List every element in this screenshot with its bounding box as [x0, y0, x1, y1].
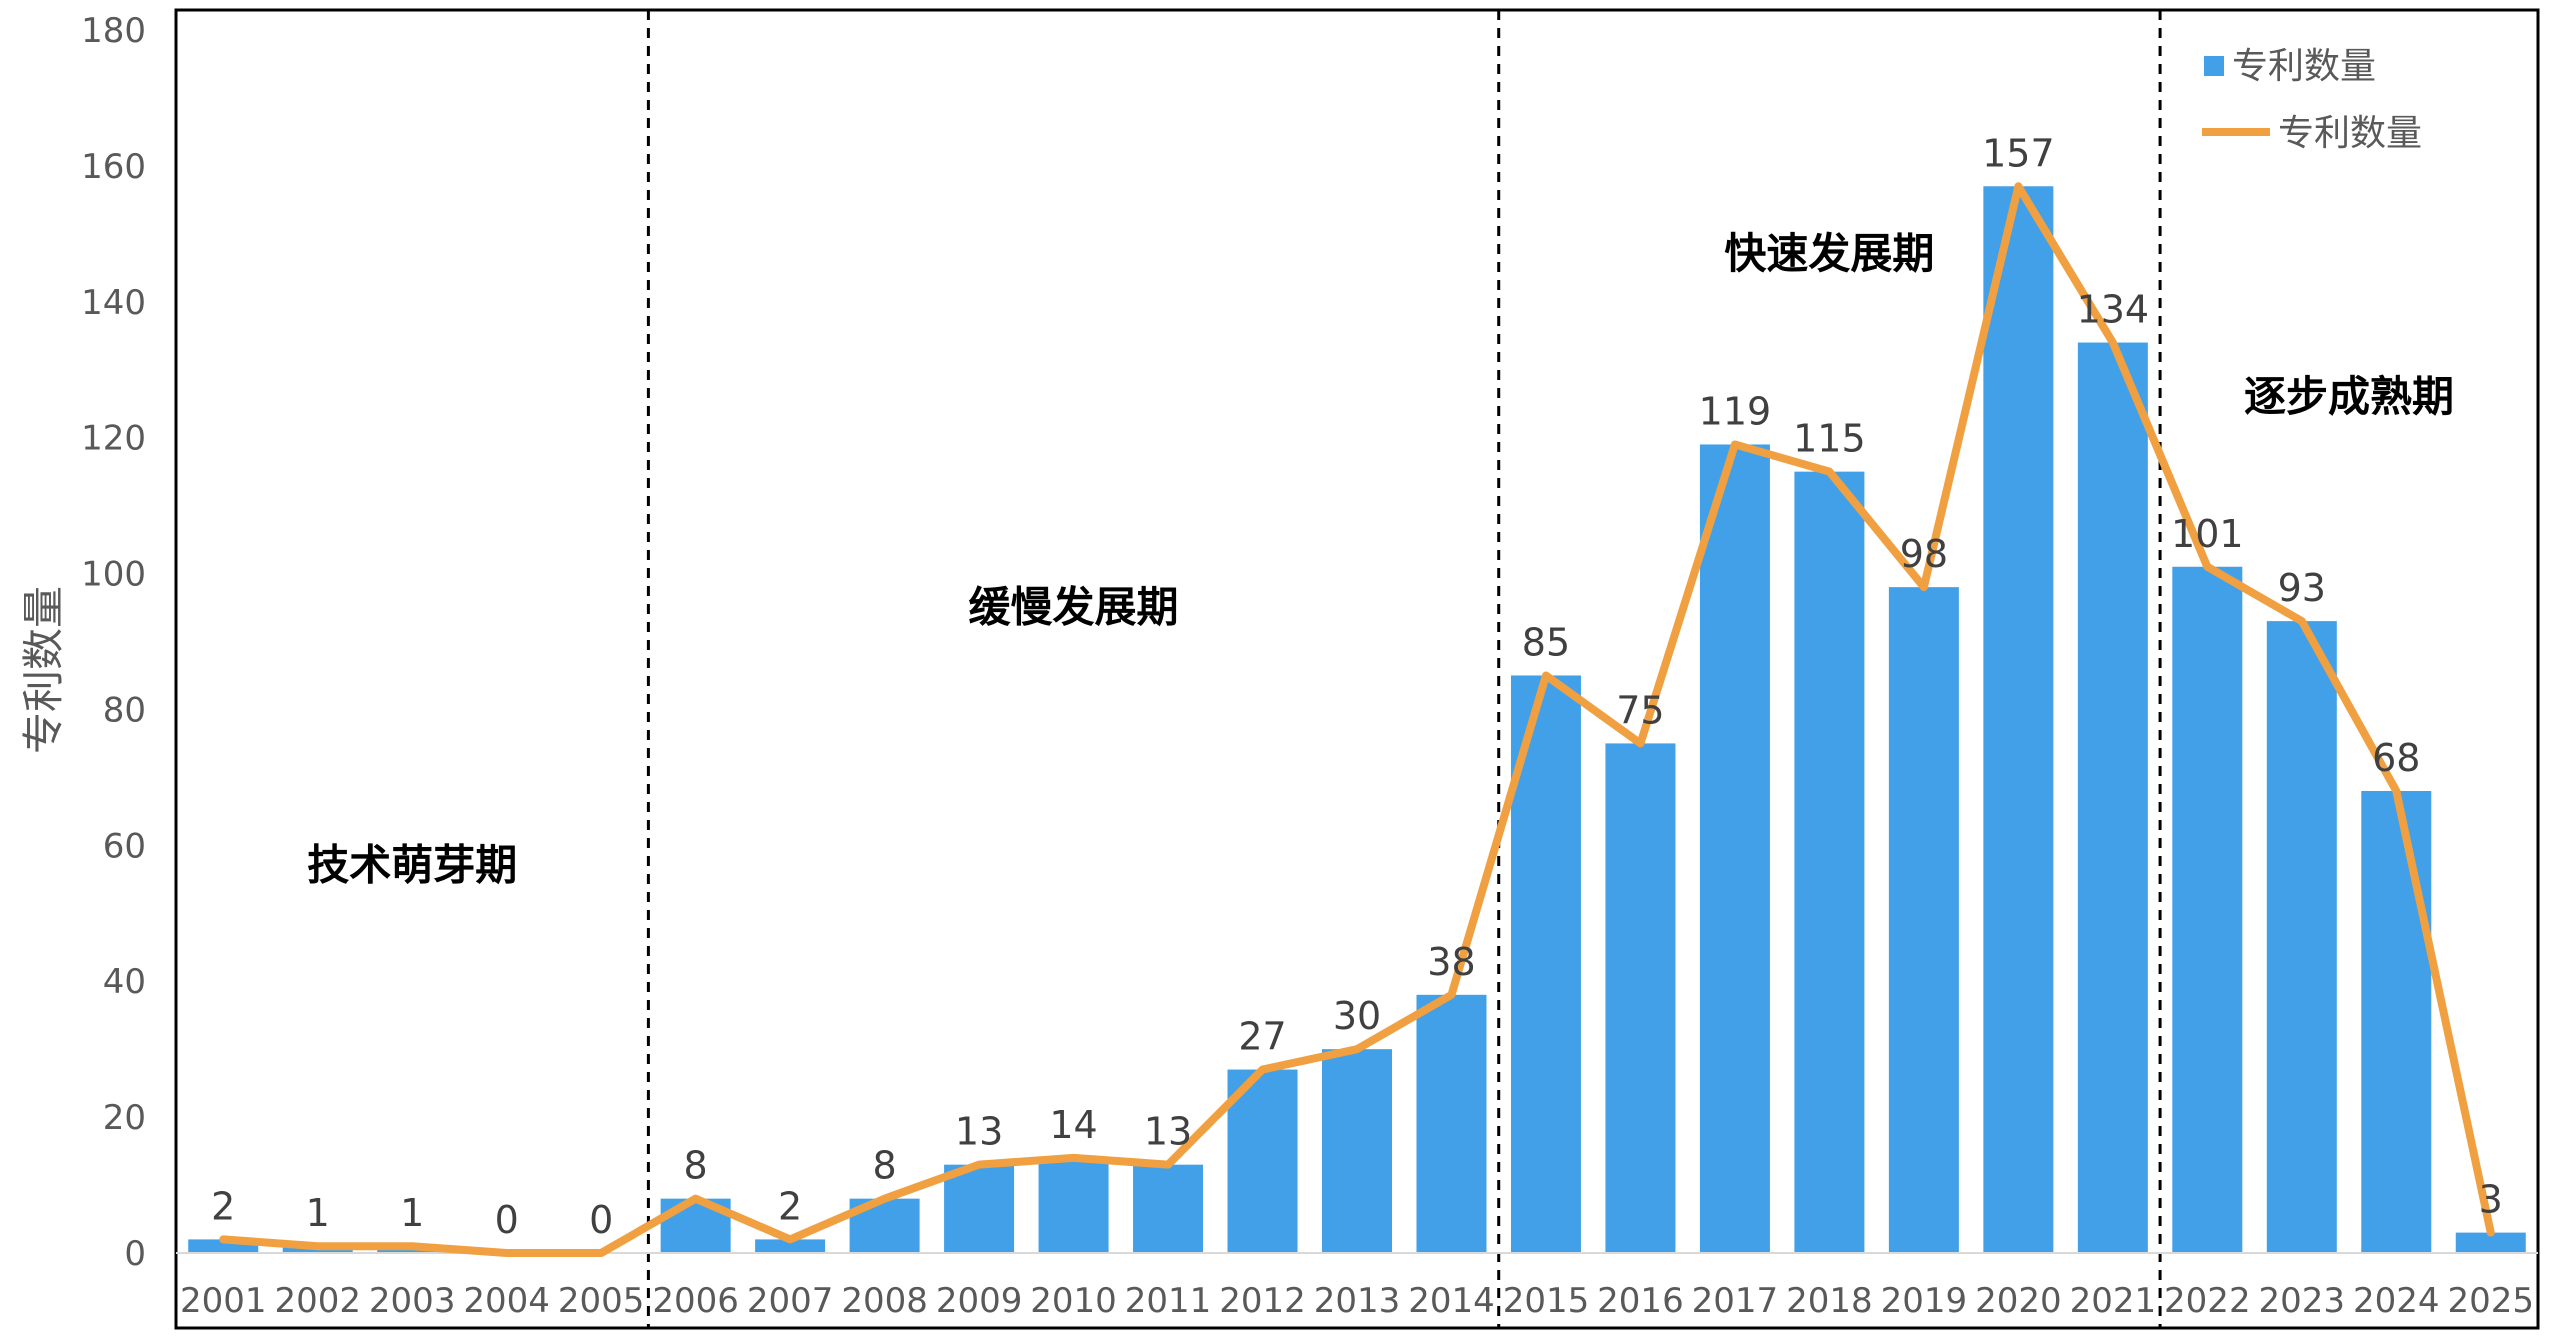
bar — [1794, 471, 1865, 1253]
phase-label: 逐步成熟期 — [2244, 372, 2454, 421]
x-tick-label: 2002 — [274, 1281, 361, 1321]
y-tick-label: 100 — [81, 555, 146, 595]
data-label: 14 — [1049, 1103, 1097, 1147]
y-tick-label: 120 — [81, 419, 146, 459]
legend-bar-swatch — [2204, 56, 2224, 76]
phase-label: 技术萌芽期 — [307, 841, 517, 890]
data-label: 68 — [2372, 736, 2420, 780]
data-label: 13 — [1144, 1110, 1192, 1154]
data-labels: 2 1 1 0 0 8 2 8 13 14 13 27 30 38 85 75 119 115 98 157 134 10… — [211, 131, 2503, 1242]
phase-label: 缓慢发展期 — [969, 583, 1179, 632]
data-label: 13 — [955, 1110, 1003, 1154]
x-tick-label: 2003 — [369, 1281, 456, 1321]
x-tick-label: 2005 — [558, 1281, 645, 1321]
legend-line-label: 专利数量 — [2278, 113, 2422, 154]
x-tick-label: 2016 — [1597, 1281, 1684, 1321]
data-label: 3 — [2479, 1178, 2503, 1222]
bar — [1510, 675, 1581, 1253]
data-label: 30 — [1333, 994, 1381, 1038]
x-tick-label: 2011 — [1125, 1281, 1212, 1321]
x-tick-label: 2024 — [2353, 1281, 2440, 1321]
data-label: 119 — [1699, 389, 1772, 433]
y-tick-label: 60 — [103, 826, 146, 866]
x-tick-label: 2018 — [1786, 1281, 1873, 1321]
bar — [1605, 743, 1676, 1253]
y-tick-label: 40 — [103, 962, 146, 1002]
bar — [1983, 186, 2054, 1253]
y-axis-ticks: 0 20 40 60 80 100 120 140 160 180 — [81, 11, 146, 1274]
x-tick-label: 2019 — [1881, 1281, 1968, 1321]
data-label: 115 — [1793, 417, 1866, 461]
data-label: 75 — [1616, 688, 1664, 732]
bar — [1699, 444, 1770, 1253]
y-tick-label: 20 — [103, 1098, 146, 1138]
x-tick-label: 2023 — [2259, 1281, 2346, 1321]
bar — [2455, 1232, 2526, 1253]
data-label: 85 — [1522, 620, 1570, 664]
data-label: 1 — [306, 1191, 330, 1235]
phase-dividers — [646, 10, 2162, 1328]
data-label: 134 — [2077, 288, 2150, 332]
data-label: 0 — [495, 1198, 519, 1242]
bar — [1416, 994, 1487, 1253]
bar — [1227, 1069, 1298, 1253]
y-tick-label: 180 — [81, 11, 146, 51]
bar-series — [188, 186, 2526, 1253]
y-tick-label: 140 — [81, 283, 146, 323]
data-label: 8 — [873, 1144, 897, 1188]
phase-label: 快速发展期 — [1724, 229, 1934, 278]
y-tick-label: 0 — [124, 1234, 146, 1274]
x-tick-label: 2007 — [747, 1281, 834, 1321]
x-axis-ticks: 2001 2002 2003 2004 2005 2006 2007 2008 2009 2010… — [180, 1281, 2534, 1321]
line-series — [219, 182, 2495, 1257]
x-tick-label: 2017 — [1692, 1281, 1779, 1321]
x-tick-label: 2008 — [841, 1281, 928, 1321]
legend: 专利数量 专利数量 — [2202, 46, 2422, 154]
data-label: 0 — [589, 1198, 613, 1242]
data-label: 1 — [400, 1191, 424, 1235]
bar — [2077, 342, 2148, 1253]
x-tick-label: 2013 — [1314, 1281, 1401, 1321]
x-tick-label: 2012 — [1219, 1281, 1306, 1321]
data-label: 27 — [1238, 1015, 1286, 1059]
x-tick-label: 2021 — [2070, 1281, 2157, 1321]
bar — [2361, 790, 2432, 1253]
bar — [944, 1164, 1015, 1253]
data-label: 101 — [2171, 512, 2244, 556]
x-tick-label: 2004 — [463, 1281, 550, 1321]
x-tick-label: 2022 — [2164, 1281, 2251, 1321]
data-label: 93 — [2278, 566, 2326, 610]
x-tick-label: 2001 — [180, 1281, 267, 1321]
y-tick-label: 160 — [81, 147, 146, 187]
bar — [1133, 1164, 1204, 1253]
data-label: 38 — [1427, 940, 1475, 984]
bar — [2172, 566, 2243, 1253]
data-label: 98 — [1900, 532, 1948, 576]
data-label: 2 — [211, 1184, 235, 1228]
x-tick-label: 2015 — [1503, 1281, 1590, 1321]
data-label: 2 — [778, 1184, 802, 1228]
bar — [755, 1239, 826, 1253]
x-tick-label: 2025 — [2447, 1281, 2534, 1321]
x-tick-label: 2010 — [1030, 1281, 1117, 1321]
data-label: 157 — [1982, 131, 2055, 175]
bar — [2266, 621, 2337, 1253]
x-tick-label: 2020 — [1975, 1281, 2062, 1321]
bar — [1038, 1157, 1109, 1253]
y-axis-title: 专利数量 — [19, 586, 68, 754]
y-tick-label: 80 — [103, 690, 146, 730]
bar — [1322, 1049, 1392, 1253]
legend-bar-label: 专利数量 — [2232, 46, 2376, 87]
data-label: 8 — [684, 1144, 708, 1188]
plot-border — [174, 8, 2540, 1330]
bar — [1888, 587, 1959, 1253]
x-tick-label: 2009 — [936, 1281, 1023, 1321]
x-tick-label: 2014 — [1408, 1281, 1495, 1321]
x-tick-label: 2006 — [652, 1281, 739, 1321]
